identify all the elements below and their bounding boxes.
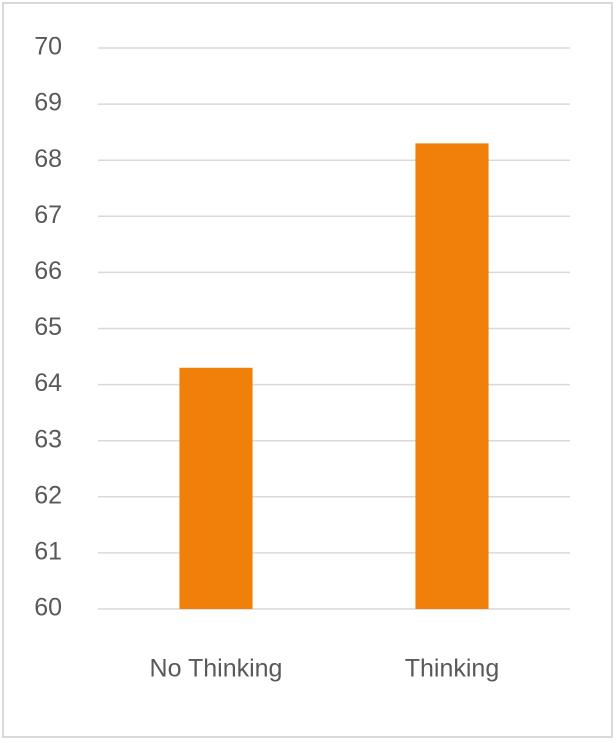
- y-tick-label: 66: [34, 257, 62, 285]
- y-tick-label: 69: [34, 89, 62, 117]
- y-tick-label: 63: [34, 425, 62, 453]
- y-tick-label: 65: [34, 313, 62, 341]
- bar: [415, 143, 489, 609]
- y-tick-label: 67: [34, 201, 62, 229]
- y-tick-label: 61: [34, 538, 62, 566]
- y-tick-label: 68: [34, 145, 62, 173]
- bar: [179, 367, 253, 609]
- y-tick-label: 60: [34, 594, 62, 622]
- y-tick-label: 70: [34, 33, 62, 61]
- y-tick-label: 64: [34, 369, 62, 397]
- x-tick-label: Thinking: [405, 655, 500, 683]
- x-tick-label: No Thinking: [150, 655, 283, 683]
- y-tick-label: 62: [34, 481, 62, 509]
